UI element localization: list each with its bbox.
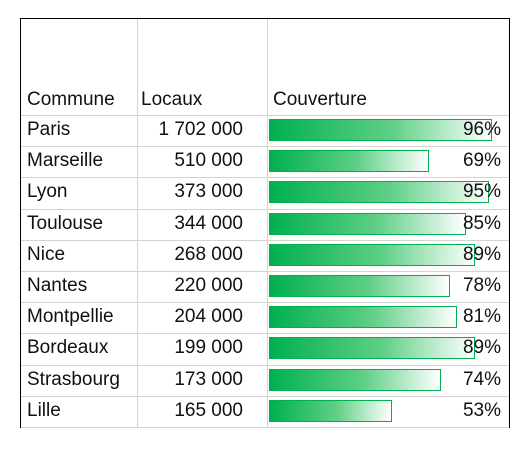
- header-couverture: Couverture: [273, 89, 367, 110]
- cell-couverture: 74%: [462, 368, 501, 390]
- cell-locaux: 173 000: [174, 368, 243, 390]
- cell-couverture: 95%: [462, 181, 501, 203]
- data-table: Commune Locaux Couverture Paris 1 702 000…: [20, 18, 510, 428]
- row-divider: [21, 115, 509, 116]
- cell-couverture: 78%: [462, 275, 501, 296]
- cell-couverture: 81%: [462, 306, 501, 328]
- data-bar: [269, 212, 467, 235]
- cell-commune: Lille: [27, 399, 61, 421]
- cell-commune: Marseille: [27, 150, 104, 172]
- cell-couverture: 89%: [462, 243, 501, 265]
- header-locaux: Locaux: [141, 89, 203, 110]
- cell-locaux: 373 000: [174, 181, 243, 203]
- row-divider: [21, 427, 509, 428]
- header-commune: Commune: [27, 89, 115, 110]
- cell-locaux: 220 000: [174, 275, 243, 296]
- data-bar: [269, 243, 476, 266]
- row-divider: [21, 333, 509, 335]
- cell-commune: Montpellie: [27, 306, 114, 328]
- cell-couverture: 96%: [462, 119, 501, 140]
- row-divider: [21, 177, 509, 179]
- row-divider: [21, 364, 509, 366]
- cell-couverture: 85%: [462, 212, 501, 234]
- data-bar: [269, 181, 490, 204]
- cell-locaux: 344 000: [174, 212, 243, 234]
- column-divider: [137, 19, 138, 427]
- cell-couverture: 89%: [462, 337, 501, 359]
- cell-locaux: 165 000: [174, 399, 243, 421]
- row-divider: [21, 271, 509, 272]
- cell-locaux: 199 000: [174, 337, 243, 359]
- row-divider: [21, 395, 509, 397]
- cell-commune: Paris: [27, 119, 71, 140]
- cell-couverture: 69%: [462, 150, 501, 172]
- row-divider: [21, 239, 509, 241]
- cell-commune: Nice: [27, 243, 66, 265]
- row-divider: [21, 208, 509, 210]
- data-bar: [269, 275, 450, 297]
- data-bar: [269, 119, 492, 141]
- cell-commune: Toulouse: [27, 212, 104, 234]
- cell-commune: Nantes: [27, 275, 88, 296]
- cell-couverture: 53%: [462, 399, 501, 421]
- cell-commune: Strasbourg: [27, 368, 120, 390]
- data-bar: [269, 337, 476, 360]
- cell-commune: Lyon: [27, 181, 68, 203]
- row-divider: [21, 146, 509, 148]
- column-divider: [267, 19, 268, 427]
- cell-locaux: 268 000: [174, 243, 243, 265]
- data-bar: [269, 306, 457, 329]
- data-bar: [269, 368, 441, 391]
- cell-locaux: 204 000: [174, 306, 243, 328]
- cell-commune: Bordeaux: [27, 337, 109, 359]
- cell-locaux: 1 702 000: [158, 119, 243, 140]
- cell-locaux: 510 000: [174, 150, 243, 172]
- row-divider: [21, 302, 509, 304]
- data-bar: [269, 150, 430, 173]
- data-bar: [269, 399, 392, 422]
